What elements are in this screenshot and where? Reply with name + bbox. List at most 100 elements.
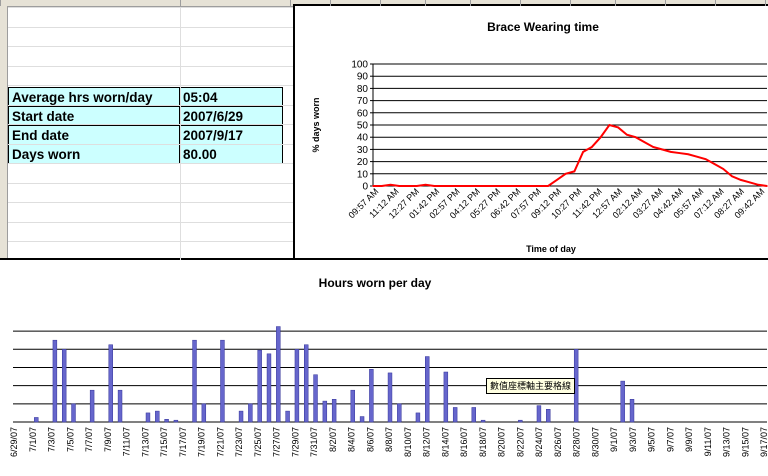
data-point: [564, 173, 567, 175]
data-point: [748, 181, 751, 184]
column-separator: [470, 0, 471, 6]
bar: [443, 371, 449, 423]
cell-gridline: [8, 143, 293, 145]
data-point: [608, 124, 611, 126]
data-point: [696, 155, 698, 158]
bar: [620, 380, 625, 423]
bar: [238, 410, 244, 423]
bar: [397, 403, 402, 423]
x-tick-label: 9/7/07: [665, 427, 675, 452]
bar: [145, 412, 151, 423]
y-tick-label: 30: [357, 145, 369, 156]
cell-gridline: [8, 65, 293, 67]
chart-title: Hours worn per day: [319, 276, 432, 290]
x-tick-label: 7/23/07: [234, 427, 244, 457]
data-point: [372, 185, 374, 187]
column-separator: [665, 0, 666, 6]
x-tick-label: 6/29/07: [9, 427, 19, 457]
y-tick-label: 20: [357, 157, 369, 168]
bar-chart-svg: Hours worn per day 6/29/07 7/1/07 7/3/07 7/5…: [9, 276, 768, 457]
start-date-value[interactable]: 2007/6/29: [179, 106, 283, 126]
column-separator: [570, 0, 571, 6]
data-point: [626, 133, 628, 136]
x-tick-label: 7/13/07: [140, 427, 150, 457]
x-tick-label: 7/15/07: [159, 427, 169, 457]
data-point: [556, 179, 558, 181]
data-point: [503, 185, 506, 187]
hours-worn-chart[interactable]: Hours worn per day 6/29/07 7/1/07 7/3/07 7/5…: [0, 258, 768, 476]
bar: [89, 389, 95, 423]
data-point: [617, 126, 619, 129]
bar: [276, 326, 281, 423]
column-separator: [0, 0, 1, 6]
bar: [387, 372, 393, 423]
column-separator: [425, 0, 426, 6]
data-point: [459, 185, 462, 187]
days-worn-value[interactable]: 80.00: [179, 144, 283, 164]
cell-gridline: [8, 241, 293, 242]
column-separator: [290, 0, 291, 6]
y-axis-label: % days worn: [311, 97, 321, 152]
data-point: [669, 151, 672, 153]
bar: [61, 349, 67, 423]
bar: [285, 410, 290, 423]
summary-table: Average hrs worn/day 05:04 Start date 20…: [8, 87, 283, 164]
cell-gridline: [8, 104, 293, 106]
column-separator: [330, 0, 331, 6]
x-tick-label: 9/11/07: [703, 427, 713, 456]
data-point: [389, 183, 392, 186]
x-tick-label: 8/4/07: [347, 427, 357, 452]
data-point: [468, 185, 471, 187]
data-point: [652, 146, 654, 148]
bar: [71, 403, 76, 423]
x-tick-label: 8/24/07: [534, 427, 544, 457]
data-point: [731, 175, 733, 178]
cell-gridline: [8, 221, 293, 223]
x-tick-label: 7/11/07: [122, 427, 132, 456]
end-date-label[interactable]: End date: [8, 125, 180, 145]
bar: [471, 407, 476, 423]
data-point: [380, 185, 383, 187]
data-point: [477, 185, 479, 187]
start-date-label[interactable]: Start date: [8, 106, 180, 126]
x-tick-label: 7/29/07: [290, 427, 300, 457]
x-tick-label: 8/10/07: [403, 427, 413, 457]
x-tick-label: 7/9/07: [103, 427, 113, 452]
brace-wearing-chart[interactable]: Brace Wearing time 0 10 20 30 40 50 60 70 80 90 100…: [293, 4, 768, 260]
x-tick-label: 8/20/07: [497, 427, 507, 457]
bar: [192, 339, 197, 423]
bar: [266, 353, 272, 423]
average-hours-value[interactable]: 05:04: [179, 87, 283, 107]
bar: [629, 399, 635, 423]
row-header-bar: [0, 6, 8, 476]
column-separator: [715, 0, 716, 6]
data-point: [634, 136, 637, 138]
days-worn-label[interactable]: Days worn: [8, 144, 180, 164]
x-tick-label: 7/1/07: [28, 427, 38, 452]
bar: [257, 349, 262, 423]
column-separator: [615, 0, 616, 6]
end-date-value[interactable]: 2007/9/17: [179, 125, 283, 145]
bar: [164, 419, 169, 423]
column-separator: [765, 0, 766, 6]
cell-gridline: [8, 46, 293, 47]
y-tick-label: 40: [357, 133, 369, 144]
bar: [425, 356, 430, 423]
x-tick-label: 8/8/07: [384, 427, 394, 452]
bar: [117, 389, 123, 423]
data-point: [582, 151, 584, 153]
x-tick-label: 8/30/07: [590, 427, 600, 457]
summary-row-average: Average hrs worn/day 05:04: [8, 87, 283, 107]
data-point: [599, 136, 602, 138]
x-tick-label: 8/2/07: [328, 427, 338, 452]
data-point: [757, 183, 760, 186]
x-tick-label: 9/9/07: [684, 427, 694, 452]
x-tick-label: 7/25/07: [253, 427, 263, 457]
bar: [201, 403, 207, 423]
cell-gridline: [8, 202, 293, 203]
data-point: [547, 185, 549, 187]
data-point: [407, 185, 409, 187]
gridline-tooltip: 數值座標軸主要格線: [486, 378, 576, 394]
x-tick-label: 7/31/07: [309, 427, 319, 457]
